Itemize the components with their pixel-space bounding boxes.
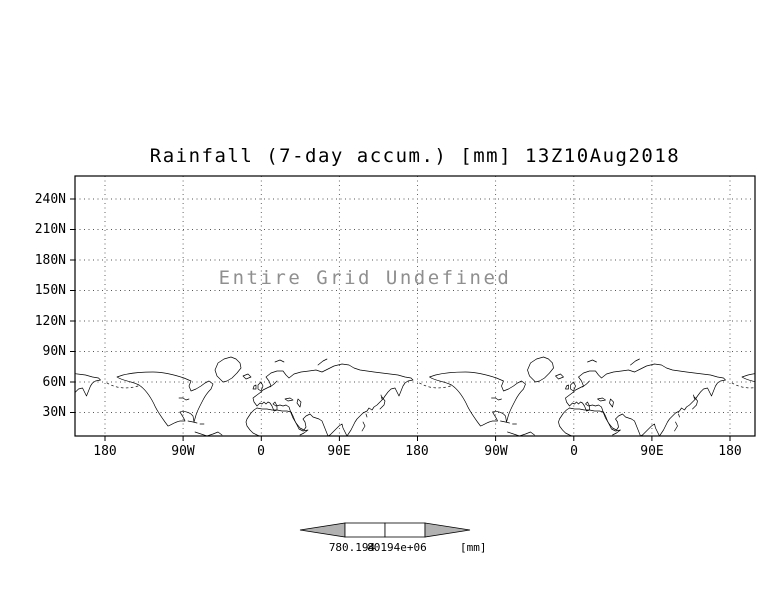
colorbar-right-arrow-icon [424, 522, 471, 538]
colorbar [299, 522, 471, 538]
axis-ticks [70, 198, 731, 441]
y-tick-label: 30N [42, 405, 66, 420]
x-tick-label: 180 [405, 444, 429, 459]
coastline-basemap [75, 356, 755, 436]
y-tick-label: 120N [34, 314, 66, 329]
x-tick-label: 0 [570, 444, 578, 459]
y-tick-label: 210N [34, 222, 66, 237]
grid-lines [75, 176, 755, 436]
x-tick-label: 180 [93, 444, 117, 459]
undefined-grid-notice: Entire Grid Undefined [218, 267, 512, 289]
y-tick-label: 90N [42, 344, 66, 359]
x-tick-label: 180 [718, 444, 742, 459]
colorbar-label-left: 780.194 [328, 541, 376, 554]
x-tick-label: 90E [640, 444, 664, 459]
y-tick-label: 150N [34, 283, 66, 298]
colorbar-cell-1 [344, 522, 386, 538]
colorbar-label-right: 80194e+06 [367, 541, 427, 554]
y-tick-label: 60N [42, 375, 66, 390]
plot-title: Rainfall (7-day accum.) [mm] 13Z10Aug201… [149, 145, 681, 167]
colorbar-left-arrow-icon [299, 522, 346, 538]
colorbar-unit-label: [mm] [460, 541, 487, 554]
x-tick-label: 90W [484, 444, 508, 459]
x-tick-label: 0 [257, 444, 265, 459]
x-tick-label: 90E [327, 444, 351, 459]
y-tick-label: 180N [34, 253, 66, 268]
plot-frame [74, 175, 756, 437]
y-tick-label: 240N [34, 192, 66, 207]
colorbar-cell-2 [384, 522, 426, 538]
x-tick-label: 90W [171, 444, 195, 459]
